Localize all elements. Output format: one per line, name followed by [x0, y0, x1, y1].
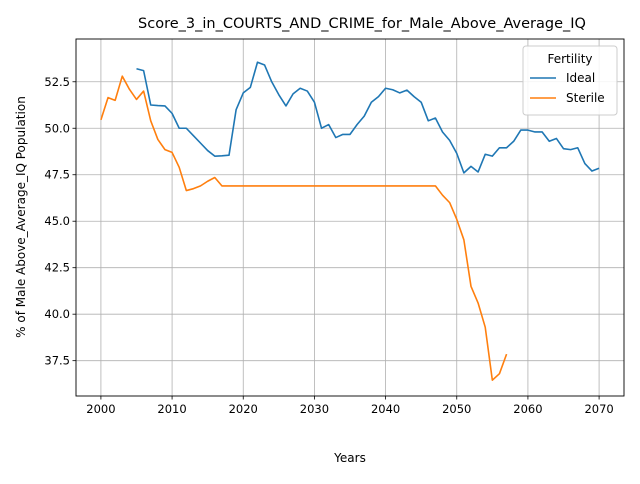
x-tick-label: 2000 [86, 402, 115, 416]
y-tick-label: 42.5 [44, 261, 70, 275]
series-line-sterile [100, 75, 508, 382]
series-layer [100, 61, 600, 382]
y-axis: 37.5 40.0 42.5 45.0 47.5 50.0 52.5 [44, 75, 76, 368]
chart-title: Score_3_in_COURTS_AND_CRIME_for_Male_Abo… [138, 16, 586, 32]
y-axis-label: % of Male Above_Average_IQ Population [14, 96, 28, 338]
series-line-ideal [136, 61, 600, 174]
y-tick-label: 52.5 [44, 75, 70, 89]
x-tick-label: 2060 [513, 402, 542, 416]
legend-label-ideal: Ideal [566, 71, 595, 85]
y-tick-label: 45.0 [44, 214, 70, 228]
y-tick-label: 50.0 [44, 121, 70, 135]
y-tick-label: 37.5 [44, 354, 70, 368]
legend: Fertility Ideal Sterile [522, 45, 618, 116]
plot-frame [75, 38, 625, 397]
x-axis-label: Years [333, 451, 366, 465]
y-tick-label: 47.5 [44, 168, 70, 182]
y-tick-label: 40.0 [44, 307, 70, 321]
legend-title: Fertility [547, 52, 592, 66]
x-tick-label: 2030 [300, 402, 329, 416]
x-tick-label: 2070 [584, 402, 613, 416]
x-tick-label: 2020 [229, 402, 258, 416]
x-tick-label: 2040 [371, 402, 400, 416]
x-tick-label: 2010 [157, 402, 186, 416]
legend-label-sterile: Sterile [566, 91, 605, 105]
x-axis: 2000 2010 2020 2030 2040 2050 2060 2070 [86, 396, 614, 416]
x-tick-label: 2050 [442, 402, 471, 416]
